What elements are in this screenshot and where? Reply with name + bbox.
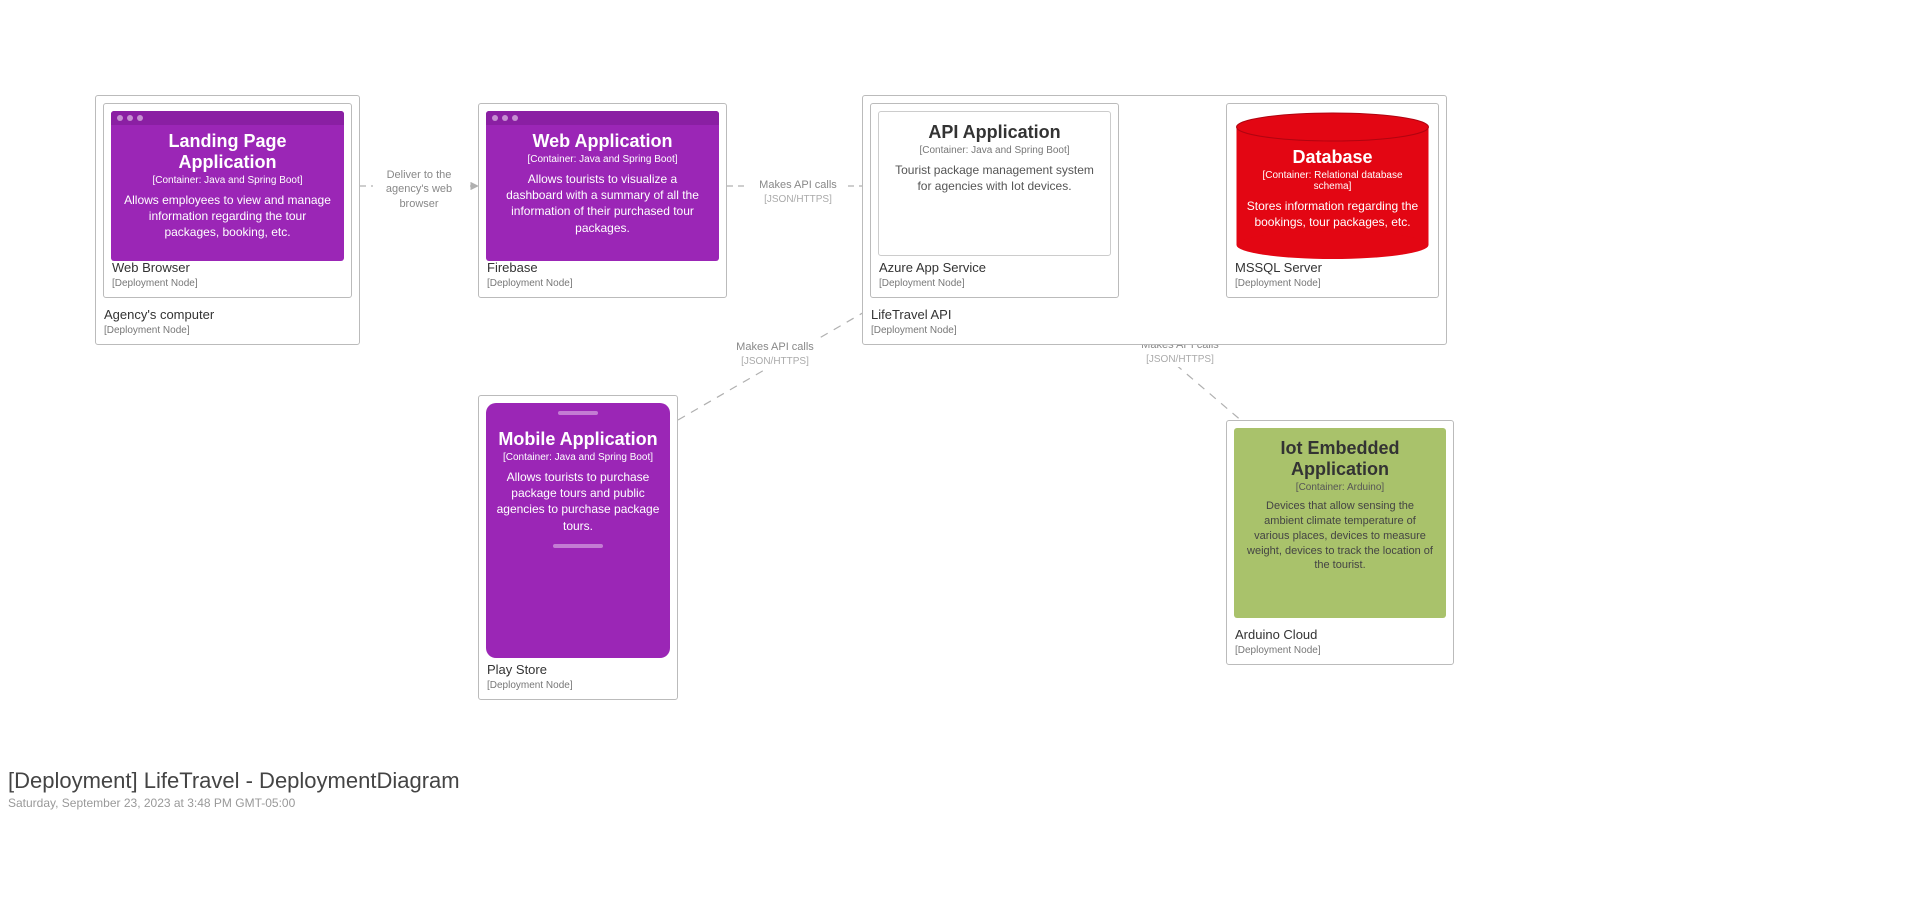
container-iot-app: Iot Embedded Application [Container: Ard… <box>1234 428 1446 618</box>
container-database: Database [Container: Relational database… <box>1234 111 1431 261</box>
node-label: Agency's computer <box>104 307 214 322</box>
container-web-app: Web Application [Container: Java and Spr… <box>486 111 719 261</box>
diagram-title: [Deployment] LifeTravel - DeploymentDiag… <box>8 768 460 794</box>
container-landing-page: Landing Page Application [Container: Jav… <box>111 111 344 261</box>
container-api-app: API Application [Container: Java and Spr… <box>878 111 1111 256</box>
edge-label-webapp-api: Makes API calls[JSON/HTTPS] <box>748 178 848 207</box>
mobile-home-icon <box>553 544 603 548</box>
container-mobile-app: Mobile Application [Container: Java and … <box>486 403 670 658</box>
browser-chrome-icon <box>111 111 344 125</box>
diagram-timestamp: Saturday, September 23, 2023 at 3:48 PM … <box>8 796 295 810</box>
edge-label-deliver: Deliver to the agency's web browser <box>373 168 465 211</box>
edge-label-mobile-api: Makes API calls[JSON/HTTPS] <box>720 340 830 369</box>
node-sublabel: [Deployment Node] <box>104 325 190 336</box>
browser-chrome-icon <box>486 111 719 125</box>
mobile-notch-icon <box>558 411 598 415</box>
